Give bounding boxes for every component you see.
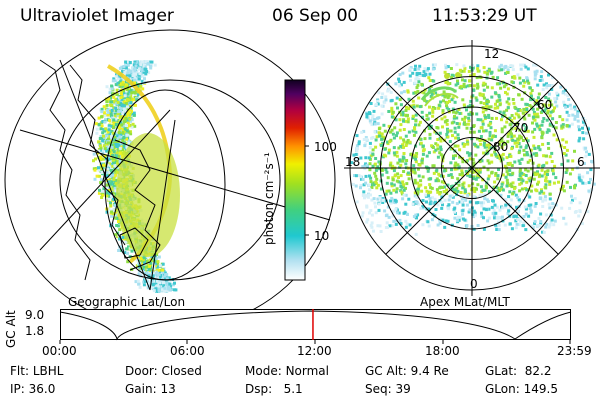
timeline-xtick-0: 00:00 [42, 344, 77, 358]
instrument-title: Ultraviolet Imager [20, 6, 174, 26]
mlt-label-0: 0 [470, 277, 478, 291]
polar-aurora-emission [350, 63, 596, 236]
geo-grid [4, 29, 336, 331]
timeline-xtick-4: 23:59 [557, 344, 592, 358]
timeline-xtick-2: 12:00 [297, 344, 332, 358]
left-panel-caption: Geographic Lat/Lon [68, 295, 186, 309]
lat-label-70: 70 [513, 121, 529, 135]
date-label: 06 Sep 00 [272, 6, 359, 26]
timeline-ytick-low: 1.8 [25, 324, 45, 338]
mlt-label-18: 18 [345, 155, 361, 169]
altitude-timeline [59, 309, 572, 344]
info-ip: IP: 36.0 [10, 382, 56, 396]
timeline-xtick-1: 06:00 [170, 344, 205, 358]
coastlines [39, 59, 161, 281]
info-seq: Seq: 39 [365, 382, 411, 396]
info-mode: Mode: Normal [245, 364, 329, 378]
right-panel-caption: Apex MLat/MLT [420, 295, 510, 309]
colorbar-tick-10: 10 [314, 229, 330, 243]
info-dsp: Dsp: 5.1 [245, 382, 303, 396]
time-label: 11:53:29 UT [432, 6, 537, 26]
timeline-ytick-high: 9.0 [25, 308, 45, 322]
colorbar-tick-100: 100 [314, 140, 337, 154]
timeline-xtick-3: 18:00 [425, 344, 460, 358]
info-glat: GLat: 82.2 [485, 364, 552, 378]
timeline-ylabel: GC Alt [4, 310, 18, 348]
info-gc-alt: GC Alt: 9.4 Re [365, 364, 449, 378]
colorbar [284, 79, 309, 281]
lat-label-80: 80 [493, 140, 509, 154]
info-glon: GLon: 149.5 [485, 382, 558, 396]
lat-label-60: 60 [537, 98, 553, 112]
mlt-label-6: 6 [577, 155, 585, 169]
info-flt: Flt: LBHL [10, 364, 64, 378]
info-gain: Gain: 13 [125, 382, 176, 396]
mlt-label-12: 12 [484, 47, 500, 61]
geo-aurora-emission [92, 60, 180, 293]
info-door: Door: Closed [125, 364, 202, 378]
polar-grid [344, 40, 600, 296]
